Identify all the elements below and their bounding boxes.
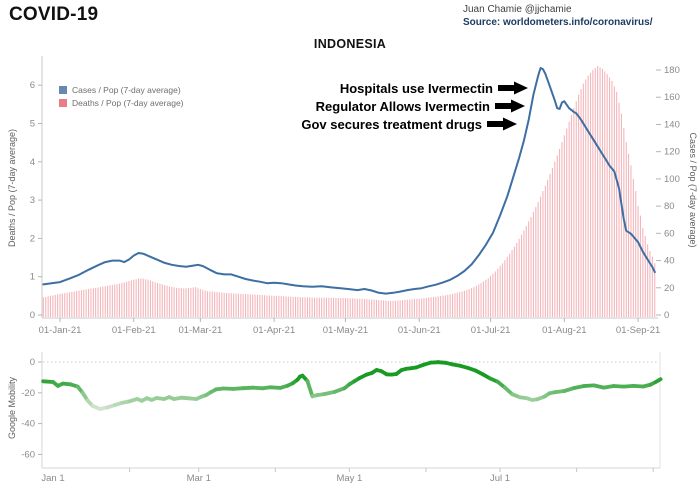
svg-text:01-Apr-21: 01-Apr-21 <box>253 325 295 336</box>
svg-text:5: 5 <box>30 119 35 130</box>
annotation-regulator: Regulator Allows Ivermectin <box>316 98 525 114</box>
svg-text:0: 0 <box>30 310 35 321</box>
svg-text:Cases / Pop (7-day average): Cases / Pop (7-day average) <box>688 132 698 247</box>
svg-text:40: 40 <box>664 256 675 267</box>
svg-text:20: 20 <box>664 283 675 294</box>
right-arrow-icon <box>487 117 517 131</box>
annotation-hospitals: Hospitals use Ivermectin <box>340 80 528 96</box>
author-credit: Juan Chamie @jjchamie <box>463 4 572 15</box>
svg-text:01-Feb-21: 01-Feb-21 <box>112 325 156 336</box>
svg-text:80: 80 <box>664 201 675 212</box>
annotation-gov-text: Gov secures treatment drugs <box>301 116 482 132</box>
svg-text:01-Jan-21: 01-Jan-21 <box>39 325 82 336</box>
svg-text:0: 0 <box>664 310 669 321</box>
cases-bars <box>42 65 656 318</box>
svg-text:-60: -60 <box>21 449 35 460</box>
covid-axes: 012345602040608010012014016018001-Jan-21… <box>7 56 698 336</box>
svg-text:140: 140 <box>664 119 680 130</box>
svg-text:01-Jul-21: 01-Jul-21 <box>471 325 511 336</box>
deaths-line <box>42 67 656 295</box>
right-arrow-icon <box>495 99 525 113</box>
svg-text:01-Jun-21: 01-Jun-21 <box>398 325 441 336</box>
data-source: Source: worldometers.info/coronavirus/ <box>463 17 653 28</box>
svg-text:1: 1 <box>30 272 35 283</box>
legend-item-deaths: Deaths / Pop (7-day average) <box>59 96 184 109</box>
svg-text:120: 120 <box>664 147 680 158</box>
svg-text:Google Mobility: Google Mobility <box>7 376 17 439</box>
svg-text:Deaths / Pop (7-day average): Deaths / Pop (7-day average) <box>7 129 17 247</box>
page-title: COVID-19 <box>9 4 99 25</box>
deaths-swatch-icon <box>59 98 67 107</box>
mobility-line <box>41 360 663 411</box>
right-arrow-icon <box>498 81 528 95</box>
legend-deaths-label: Deaths / Pop (7-day average) <box>72 97 184 108</box>
legend-cases-label: Cases / Pop (7-day average) <box>72 84 181 95</box>
svg-text:60: 60 <box>664 228 675 239</box>
legend: Cases / Pop (7-day average) Deaths / Pop… <box>59 83 184 109</box>
svg-text:01-Mar-21: 01-Mar-21 <box>178 325 222 336</box>
svg-text:01-May-21: 01-May-21 <box>323 325 368 336</box>
svg-text:Jan 1: Jan 1 <box>41 473 64 484</box>
svg-text:Mar 1: Mar 1 <box>187 473 211 484</box>
svg-text:-20: -20 <box>21 388 35 399</box>
svg-text:01-Sep-21: 01-Sep-21 <box>616 325 660 336</box>
legend-item-cases: Cases / Pop (7-day average) <box>59 83 184 96</box>
svg-text:May 1: May 1 <box>336 473 362 484</box>
annotation-hospitals-text: Hospitals use Ivermectin <box>339 80 493 96</box>
svg-text:3: 3 <box>30 195 35 206</box>
chart-title: INDONESIA <box>313 37 387 51</box>
svg-text:2: 2 <box>30 233 35 244</box>
svg-text:180: 180 <box>664 65 680 76</box>
mobility-axes: 0 -20 -40 -60 Jan 1 Mar 1 May 1 Jul 1 Google Mob… <box>7 352 661 484</box>
svg-text:0: 0 <box>30 357 35 368</box>
annotation-gov: Gov secures treatment drugs <box>301 116 517 132</box>
svg-text:01-Aug-21: 01-Aug-21 <box>542 325 586 336</box>
svg-text:-40: -40 <box>21 419 35 430</box>
svg-text:Jul 1: Jul 1 <box>490 473 510 484</box>
svg-text:100: 100 <box>664 174 680 185</box>
annotation-regulator-text: Regulator Allows Ivermectin <box>315 98 490 114</box>
credits-block: Juan Chamie @jjchamie Source: worldomete… <box>463 3 652 29</box>
svg-text:4: 4 <box>30 157 35 168</box>
svg-text:6: 6 <box>30 80 35 91</box>
cases-swatch-icon <box>59 85 67 94</box>
svg-text:160: 160 <box>664 92 680 103</box>
